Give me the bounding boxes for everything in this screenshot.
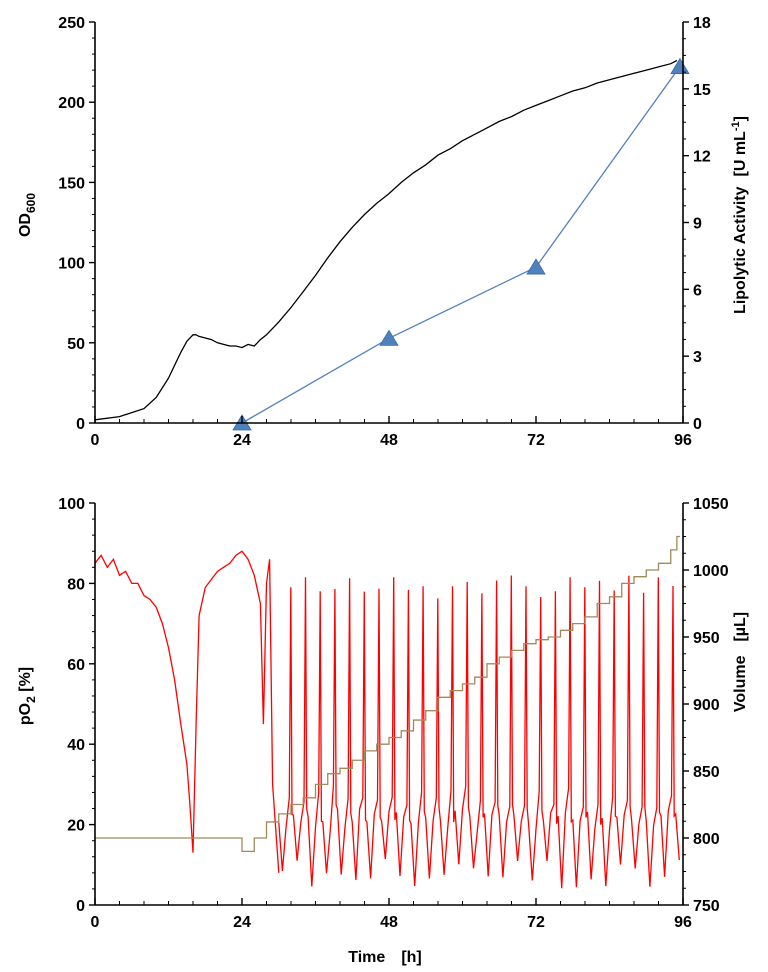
top-axes bbox=[89, 21, 689, 424]
top-y-right-tick-label: 9 bbox=[693, 216, 702, 233]
top-y-left-tick-label: 100 bbox=[58, 256, 85, 273]
top-y-right-tick-label: 12 bbox=[693, 149, 711, 166]
top-y-right-tick-label: 18 bbox=[693, 15, 711, 32]
bottom-plot-area bbox=[94, 535, 680, 889]
top-y-left-tick-label: 50 bbox=[67, 336, 85, 353]
bottom-y-left-tick-label: 80 bbox=[67, 576, 85, 593]
volume-unit: [µL] bbox=[732, 612, 749, 642]
bottom-series-2-line bbox=[95, 535, 680, 853]
bottom-x-tick-label: 0 bbox=[91, 914, 100, 931]
top-y-right-tick-label: 0 bbox=[693, 416, 702, 433]
bottom-x-tick-label: 48 bbox=[380, 914, 398, 931]
top-y-left-tick-label: 250 bbox=[58, 15, 85, 32]
lipolytic-unit-open: [U mL bbox=[732, 131, 749, 177]
top-series-0-line bbox=[94, 59, 678, 421]
po2-subscript: 2 bbox=[24, 696, 38, 703]
top-y-right-tick-label: 15 bbox=[693, 82, 711, 99]
top-y-right-tick-label: 6 bbox=[693, 282, 702, 299]
bottom-y-left-tick-label: 100 bbox=[58, 496, 85, 513]
bottom-y-right-tick-label: 750 bbox=[693, 898, 720, 915]
time-main: Time bbox=[348, 949, 385, 966]
bottom-y-left-tick-label: 20 bbox=[67, 818, 85, 835]
bottom-series-1-line bbox=[278, 575, 680, 889]
top-x-tick-label: 0 bbox=[91, 432, 100, 449]
top-x-tick-label: 24 bbox=[233, 432, 251, 449]
bottom-y-right-tick-label: 800 bbox=[693, 831, 720, 848]
top-series-1-marker bbox=[526, 258, 546, 275]
top-y-axis-label-right: Lipolytic Activity [U mL-1] bbox=[730, 116, 749, 314]
top-x-tick-label: 48 bbox=[380, 432, 398, 449]
bottom-y-right-tick-label: 900 bbox=[693, 697, 720, 714]
bottom-y-right-tick-label: 1000 bbox=[693, 563, 729, 580]
bottom-x-axis-label: Time [h] bbox=[348, 949, 422, 966]
bottom-chart: 0 24 48 72 96 0 20 40 60 80 100 750 800 850 900 950 1000… bbox=[17, 496, 749, 966]
od-main: OD bbox=[17, 213, 34, 237]
bottom-y-right-tick-label: 850 bbox=[693, 764, 720, 781]
bottom-y-right-tick-label: 950 bbox=[693, 630, 720, 647]
od-subscript: 600 bbox=[24, 193, 38, 213]
bottom-tick-labels: 0 24 48 72 96 0 20 40 60 80 100 750 800 850 900 950 1000… bbox=[58, 496, 728, 931]
top-x-tick-label: 72 bbox=[527, 432, 545, 449]
bottom-y-right-tick-label: 1050 bbox=[693, 496, 729, 513]
lipolytic-unit-sup: -1 bbox=[730, 121, 742, 131]
top-y-axis-label-left: OD600 bbox=[17, 193, 38, 237]
top-y-left-tick-label: 150 bbox=[58, 175, 85, 192]
po2-unit: [%] bbox=[17, 667, 34, 696]
bottom-y-left-tick-label: 60 bbox=[67, 657, 85, 674]
top-series-1-marker bbox=[670, 57, 690, 74]
lipolytic-main: Lipolytic Activity bbox=[732, 186, 749, 314]
bottom-x-tick-label: 96 bbox=[674, 914, 692, 931]
bottom-x-tick-label: 72 bbox=[527, 914, 545, 931]
top-y-right-tick-label: 3 bbox=[693, 349, 702, 366]
lipolytic-unit-close: ] bbox=[732, 116, 749, 121]
po2-main: pO bbox=[17, 703, 34, 725]
top-plot-area bbox=[94, 57, 690, 431]
bottom-axes bbox=[89, 502, 689, 906]
bottom-series-0-line bbox=[94, 550, 280, 873]
top-series-1-line bbox=[241, 66, 681, 424]
top-y-left-tick-label: 200 bbox=[58, 95, 85, 112]
top-series-1-marker bbox=[379, 329, 399, 346]
bottom-y-axis-label-left: pO2 [%] bbox=[17, 667, 38, 725]
bottom-x-tick-label: 24 bbox=[233, 914, 251, 931]
time-unit: [h] bbox=[401, 949, 421, 966]
bottom-y-left-tick-label: 40 bbox=[67, 737, 85, 754]
top-x-tick-label: 96 bbox=[674, 432, 692, 449]
volume-main: Volume bbox=[732, 655, 749, 712]
bottom-y-left-tick-label: 0 bbox=[76, 898, 85, 915]
bottom-y-axis-label-right: Volume [µL] bbox=[732, 612, 749, 712]
top-y-left-tick-label: 0 bbox=[76, 416, 85, 433]
